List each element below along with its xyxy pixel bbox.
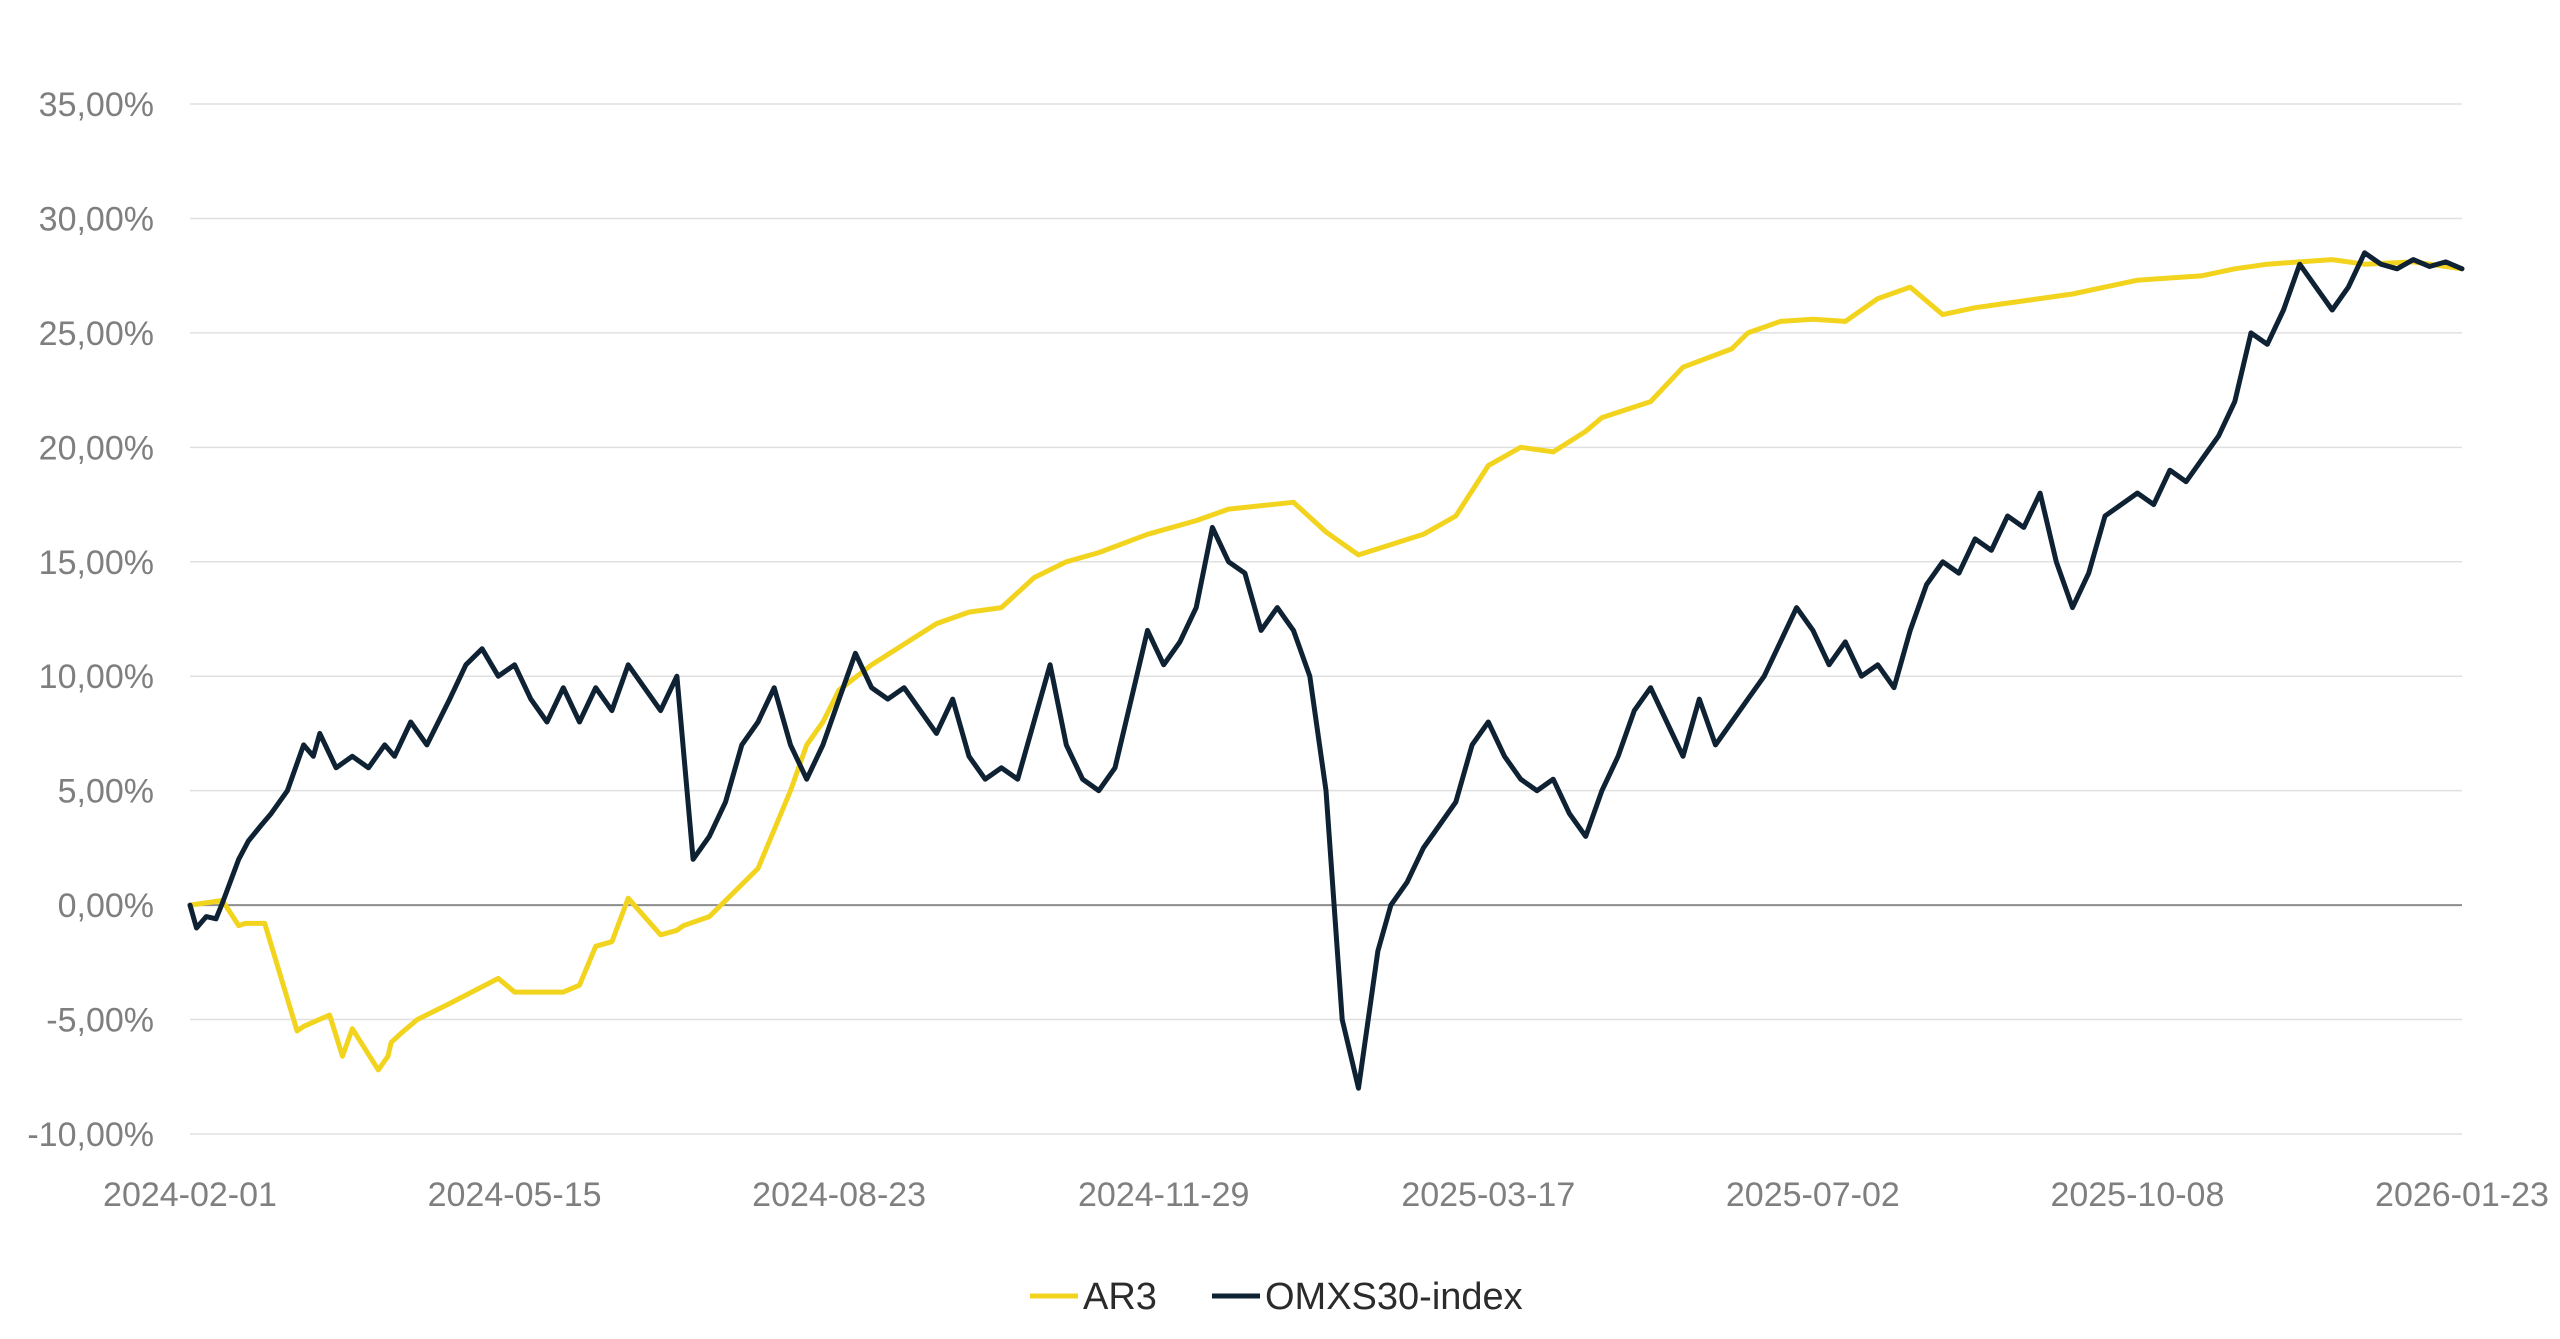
series-line-omxs30	[187, 250, 2465, 1091]
y-tick-label: 35,00%	[39, 86, 154, 124]
series-lines	[187, 250, 2465, 1091]
y-tick-label: -5,00%	[46, 1002, 154, 1040]
x-tick-label: 2025-03-17	[1401, 1176, 1575, 1214]
legend-label-omxs30: OMXS30-index	[1265, 1276, 1523, 1318]
x-tick-label: 2026-01-23	[2375, 1176, 2549, 1214]
y-tick-label: 5,00%	[58, 773, 154, 811]
x-tick-label: 2025-07-02	[1726, 1176, 1900, 1214]
legend-label-ar3: AR3	[1083, 1276, 1157, 1318]
x-tick-label: 2024-05-15	[428, 1176, 602, 1214]
x-tick-label: 2024-08-23	[752, 1176, 926, 1214]
y-tick-label: 25,00%	[39, 315, 154, 353]
gridlines	[190, 103, 2462, 1135]
legend-item-omxs30[interactable]: OMXS30-index	[1212, 1276, 1523, 1318]
y-tick-label: 30,00%	[39, 200, 154, 238]
y-tick-label: 0,00%	[58, 887, 154, 925]
series-line-ar3	[187, 257, 2465, 1073]
x-tick-label: 2024-11-29	[1078, 1176, 1249, 1214]
y-axis-tick-labels: 35,00% 30,00% 25,00% 20,00% 15,00% 10,00% 5,00…	[27, 86, 154, 1154]
x-axis-tick-labels: 2024-02-01 2024-05-15 2024-08-23 2024-11-29…	[103, 1176, 2549, 1214]
x-tick-label: 2025-10-08	[2050, 1176, 2224, 1214]
legend: AR3 OMXS30-index	[1030, 1276, 1523, 1318]
x-tick-label: 2024-02-01	[103, 1176, 277, 1214]
y-tick-label: 10,00%	[39, 658, 154, 696]
y-tick-label: 20,00%	[39, 429, 154, 467]
legend-item-ar3[interactable]: AR3	[1030, 1276, 1157, 1318]
y-tick-label: 15,00%	[39, 544, 154, 582]
y-tick-label: -10,00%	[27, 1116, 154, 1154]
